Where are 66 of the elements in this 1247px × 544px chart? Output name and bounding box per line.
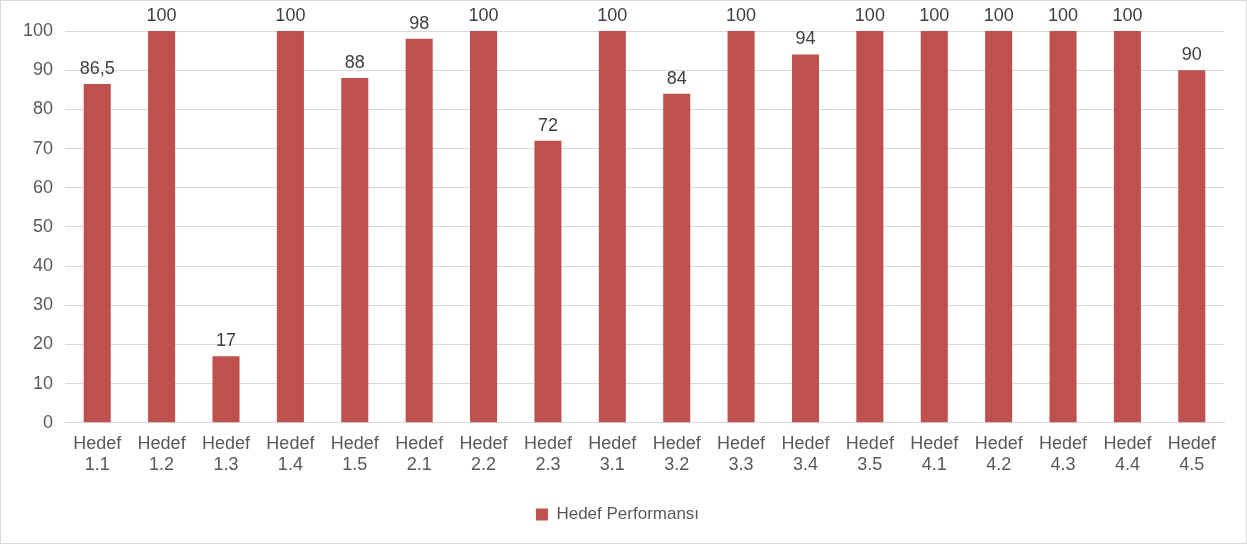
data-label: 100 [1112,4,1143,25]
x-tick-label: Hedef 3.3 [717,432,767,475]
data-label: 100 [275,4,306,25]
x-tick-label: Hedef 4.3 [1039,432,1089,475]
bar [856,31,884,423]
bar [1178,70,1206,423]
x-tick-label: Hedef 4.4 [1103,432,1153,475]
data-label: 100 [597,4,628,25]
y-tick-label: 60 [33,176,54,197]
bar [470,31,498,423]
bar [341,78,369,423]
y-tick-label: 80 [33,98,54,119]
x-tick-label: Hedef 3.5 [845,432,895,475]
x-tick-label: Hedef 1.5 [330,432,380,475]
x-tick-label: Hedef 3.1 [588,432,638,475]
y-tick-label: 40 [33,255,54,276]
bar [727,31,755,423]
y-tick-label: 70 [33,137,54,158]
data-label: 100 [919,4,950,25]
data-label: 84 [666,67,687,88]
y-tick-label: 30 [33,294,54,315]
x-tick-label: Hedef 1.2 [137,432,187,475]
data-label: 90 [1181,44,1202,65]
bar [920,31,948,423]
x-tick-label: Hedef 2.2 [459,432,509,475]
y-tick-label: 100 [22,19,54,40]
x-tick-label: Hedef 2.3 [523,432,573,475]
x-tick-label: Hedef 1.3 [201,432,252,475]
x-tick-label: Hedef 4.2 [974,432,1024,475]
data-label: 100 [726,4,757,25]
data-label: 72 [537,114,558,135]
data-label: 100 [1048,4,1079,25]
y-tick-label: 0 [43,411,54,432]
x-tick-label: Hedef 1.1 [73,432,123,475]
legend-label: Hedef Performansı [556,504,700,524]
bar [985,31,1013,423]
x-tick-label: Hedef 3.4 [781,432,831,475]
x-tick-label: Hedef 3.2 [652,432,702,475]
y-tick-label: 10 [33,372,54,393]
y-tick-label: 90 [33,59,54,80]
bar [276,31,304,423]
data-label: 100 [854,4,885,25]
data-label: 17 [215,330,237,351]
bar [663,93,691,423]
x-tick-label: Hedef 1.4 [266,432,316,475]
data-label: 86,5 [79,57,115,78]
y-tick-label: 50 [33,215,54,236]
data-label: 100 [983,4,1014,25]
bar [405,38,433,423]
bar [1113,31,1141,423]
data-label: 100 [468,4,499,25]
bar [534,140,562,423]
x-tick-label: Hedef 2.1 [395,432,445,475]
x-tick-label: Hedef 4.1 [910,432,960,475]
bar [791,54,820,423]
data-label: 88 [344,51,365,72]
bar [212,356,240,423]
x-tick-label: Hedef 4.5 [1167,432,1217,475]
bar [148,31,176,423]
bar [598,31,626,423]
data-label: 94 [795,28,816,49]
bar [83,83,111,423]
y-tick-label: 20 [33,333,54,354]
data-label: 100 [146,4,177,25]
data-label: 98 [409,12,430,33]
bar [1049,31,1077,423]
